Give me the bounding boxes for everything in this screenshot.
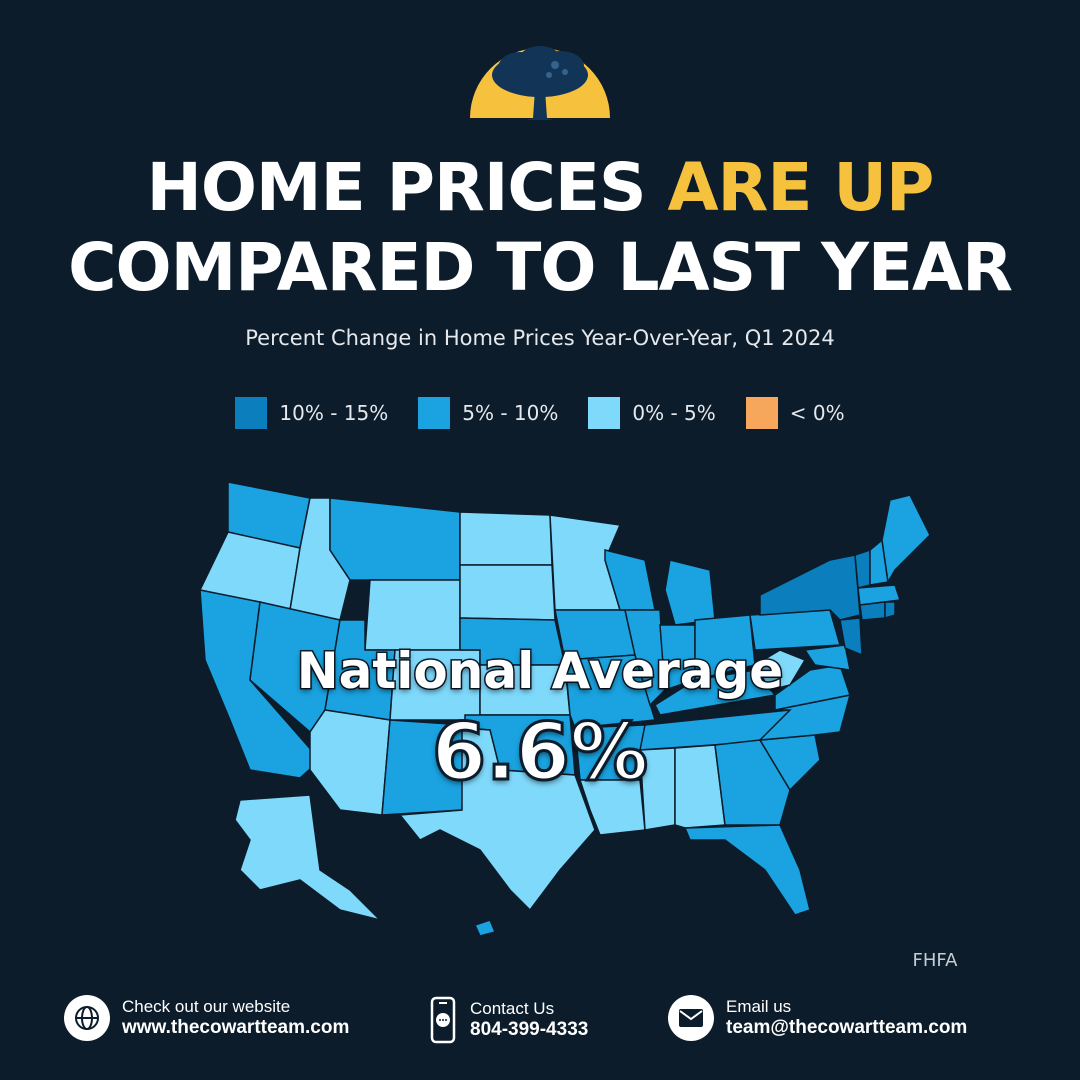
state-louisiana: [578, 779, 646, 836]
headline: HOME PRICES ARE UP COMPARED TO LAST YEAR: [0, 148, 1080, 308]
subtitle: Percent Change in Home Prices Year-Over-…: [245, 326, 835, 350]
us-map: [198, 481, 931, 937]
tree-logo: [470, 46, 610, 120]
phone-contact[interactable]: Contact Us 804-399-4333: [428, 995, 588, 1045]
state-texas: [398, 727, 596, 912]
state-south-dakota: [459, 564, 556, 621]
legend-label: < 0%: [789, 401, 845, 425]
website-label: Check out our website: [122, 997, 291, 1016]
state-michigan: [664, 559, 716, 626]
state-alaska: [234, 794, 383, 922]
state-north-dakota: [459, 511, 553, 566]
legend-swatch: [418, 397, 451, 429]
state-wyoming: [364, 579, 461, 651]
state-maine: [881, 494, 931, 585]
website-contact[interactable]: Check out our website www.thecowartteam.…: [64, 995, 349, 1041]
legend-swatch: [588, 397, 621, 429]
footer: Check out our website www.thecowartteam.…: [0, 995, 1080, 1055]
legend-item-10-15: 10% - 15%: [235, 397, 388, 429]
phone-icon: [428, 995, 458, 1045]
legend-item-negative: < 0%: [745, 397, 845, 429]
state-vermont: [854, 548, 871, 589]
state-rhode-island: [884, 601, 896, 620]
state-florida: [683, 824, 811, 916]
legend-swatch: [235, 397, 268, 429]
state-new-jersey: [839, 617, 863, 657]
state-montana: [329, 497, 461, 581]
state-massachusetts: [857, 584, 902, 606]
phone-label: Contact Us: [470, 999, 555, 1018]
email-label: Email us: [726, 997, 792, 1016]
phone-number[interactable]: 804-399-4333: [470, 1019, 589, 1040]
state-missouri: [564, 654, 656, 729]
source-label: FHFA: [912, 950, 958, 971]
state-georgia: [714, 739, 791, 826]
legend-item-5-10: 5% - 10%: [418, 397, 558, 429]
state-alabama: [674, 744, 726, 829]
headline-line1-accent: ARE UP: [667, 149, 934, 226]
legend-label: 0% - 5%: [632, 401, 716, 425]
legend-item-0-5: 0% - 5%: [588, 397, 716, 429]
state-west-virginia: [753, 649, 807, 691]
headline-line2: COMPARED TO LAST YEAR: [68, 229, 1013, 306]
email-address[interactable]: team@thecowartteam.com: [726, 1017, 968, 1038]
state-connecticut: [859, 601, 886, 621]
national-average-label: National Average: [295, 641, 784, 702]
legend-label: 5% - 10%: [462, 401, 559, 425]
envelope-icon: [668, 995, 714, 1041]
legend-label: 10% - 15%: [279, 401, 389, 425]
email-contact[interactable]: Email us team@thecowartteam.com: [668, 995, 967, 1041]
state-hawaii: [473, 919, 497, 937]
national-average-value: 6.6%: [430, 707, 649, 800]
map-legend: 10% - 15% 5% - 10% 0% - 5% < 0%: [0, 397, 1080, 429]
state-new-york: [759, 554, 861, 621]
state-maryland: [803, 644, 851, 671]
state-illinois: [624, 609, 666, 707]
state-virginia: [774, 664, 851, 711]
legend-swatch: [745, 397, 778, 429]
website-link[interactable]: www.thecowartteam.com: [122, 1017, 350, 1038]
headline-line1-white: HOME PRICES: [146, 149, 668, 226]
globe-icon: [64, 995, 110, 1041]
